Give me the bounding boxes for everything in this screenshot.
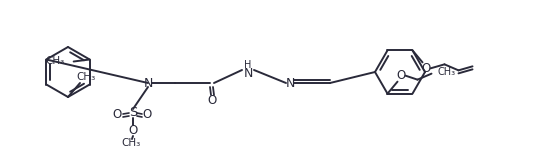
Text: O: O xyxy=(397,69,406,82)
Text: CH₃: CH₃ xyxy=(122,138,141,148)
Text: O: O xyxy=(207,95,217,108)
Text: S: S xyxy=(129,107,137,120)
Text: O: O xyxy=(113,108,122,121)
Text: O: O xyxy=(142,108,152,121)
Text: O: O xyxy=(128,124,138,137)
Text: CH₃: CH₃ xyxy=(437,67,456,77)
Text: N: N xyxy=(143,76,153,89)
Text: N: N xyxy=(285,76,295,89)
Text: H: H xyxy=(244,60,251,70)
Text: CH₃: CH₃ xyxy=(45,56,64,67)
Text: CH₃: CH₃ xyxy=(76,72,96,82)
Text: N: N xyxy=(243,67,253,80)
Text: O: O xyxy=(422,62,431,75)
